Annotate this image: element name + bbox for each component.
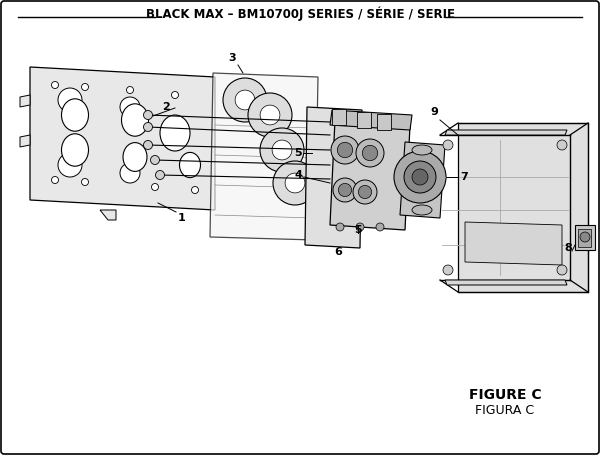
- Circle shape: [580, 232, 590, 242]
- Circle shape: [285, 173, 305, 193]
- Bar: [357, 112, 371, 128]
- Polygon shape: [210, 73, 318, 240]
- Circle shape: [120, 97, 140, 117]
- Bar: [575, 225, 595, 250]
- Circle shape: [223, 78, 267, 122]
- Polygon shape: [445, 130, 567, 135]
- Circle shape: [151, 156, 160, 165]
- Circle shape: [331, 136, 359, 164]
- Circle shape: [353, 180, 377, 204]
- Circle shape: [337, 142, 353, 158]
- Circle shape: [260, 105, 280, 125]
- Bar: [578, 229, 591, 247]
- Circle shape: [260, 128, 304, 172]
- Circle shape: [143, 141, 152, 150]
- Polygon shape: [330, 110, 412, 130]
- Ellipse shape: [179, 152, 200, 177]
- Polygon shape: [20, 95, 30, 107]
- Circle shape: [82, 84, 89, 91]
- Polygon shape: [465, 222, 562, 265]
- Circle shape: [557, 265, 567, 275]
- Circle shape: [376, 223, 384, 231]
- Circle shape: [356, 223, 364, 231]
- Circle shape: [557, 140, 567, 150]
- Text: 5: 5: [295, 148, 302, 158]
- Circle shape: [272, 140, 292, 160]
- Ellipse shape: [412, 145, 432, 155]
- Text: 4: 4: [294, 170, 302, 180]
- Ellipse shape: [121, 104, 149, 136]
- Circle shape: [191, 187, 199, 193]
- Ellipse shape: [160, 115, 190, 151]
- Circle shape: [151, 183, 158, 191]
- Circle shape: [58, 88, 82, 112]
- Ellipse shape: [123, 142, 147, 172]
- Bar: [377, 114, 391, 130]
- Circle shape: [394, 151, 446, 203]
- Polygon shape: [445, 280, 567, 285]
- Circle shape: [358, 185, 371, 198]
- Circle shape: [412, 169, 428, 185]
- Polygon shape: [30, 67, 215, 210]
- Circle shape: [273, 161, 317, 205]
- Circle shape: [362, 145, 378, 161]
- Circle shape: [58, 153, 82, 177]
- Circle shape: [443, 265, 453, 275]
- Text: FIGURE C: FIGURE C: [469, 388, 541, 402]
- Circle shape: [235, 90, 255, 110]
- Polygon shape: [330, 120, 410, 230]
- Circle shape: [338, 183, 352, 197]
- Circle shape: [143, 122, 152, 131]
- Circle shape: [52, 177, 59, 183]
- Text: BLACK MAX – BM10700J SERIES / SÉRIE / SERIE: BLACK MAX – BM10700J SERIES / SÉRIE / SE…: [146, 7, 455, 21]
- Bar: [332, 109, 346, 125]
- Text: 3: 3: [228, 53, 236, 63]
- Text: 1: 1: [178, 213, 186, 223]
- Polygon shape: [20, 135, 30, 147]
- Ellipse shape: [62, 134, 89, 166]
- Text: 8: 8: [564, 243, 572, 253]
- Polygon shape: [458, 123, 588, 292]
- Circle shape: [356, 139, 384, 167]
- Circle shape: [404, 161, 436, 193]
- Ellipse shape: [412, 205, 432, 215]
- Circle shape: [336, 223, 344, 231]
- Circle shape: [82, 178, 89, 186]
- Circle shape: [143, 111, 152, 120]
- Circle shape: [333, 178, 357, 202]
- Text: 2: 2: [162, 102, 170, 112]
- Circle shape: [127, 86, 133, 93]
- Text: 9: 9: [430, 107, 438, 117]
- Circle shape: [248, 93, 292, 137]
- Text: 7: 7: [460, 172, 468, 182]
- Text: 6: 6: [334, 247, 342, 257]
- Polygon shape: [400, 142, 445, 218]
- Circle shape: [155, 171, 164, 180]
- Circle shape: [52, 81, 59, 89]
- Polygon shape: [100, 210, 116, 220]
- Polygon shape: [305, 107, 362, 248]
- Circle shape: [120, 163, 140, 183]
- Ellipse shape: [62, 99, 89, 131]
- Circle shape: [443, 140, 453, 150]
- Text: 5: 5: [354, 225, 362, 235]
- Text: FIGURA C: FIGURA C: [475, 404, 535, 418]
- Circle shape: [172, 91, 179, 98]
